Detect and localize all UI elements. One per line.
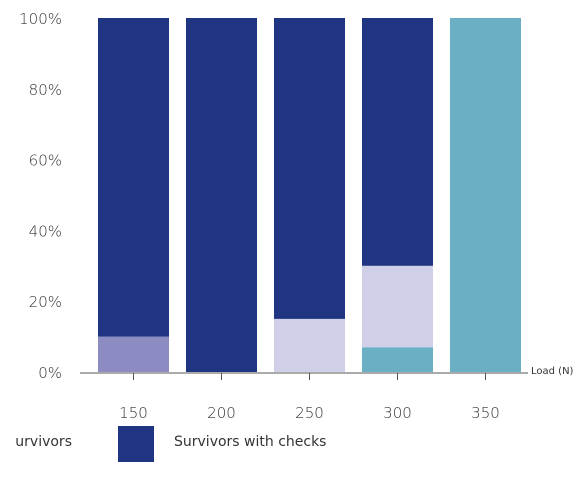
- x-tick-label: 200: [207, 404, 236, 422]
- x-tick-label: 300: [383, 404, 412, 422]
- bar-250-s4: [274, 18, 345, 319]
- bar-200-s4: [186, 18, 257, 372]
- bar-300-s4: [362, 18, 433, 266]
- y-tick-label: 20%: [29, 293, 62, 311]
- y-tick-label: 80%: [29, 81, 62, 99]
- x-tick-label: 350: [471, 404, 500, 422]
- bar-150-s2: [98, 336, 169, 372]
- y-tick-label: 40%: [29, 222, 62, 240]
- bar-250-s3: [274, 318, 345, 372]
- y-tick-label: 100%: [19, 10, 62, 28]
- x-axis-title: Load (N): [531, 366, 574, 377]
- y-axis: 0% 20% 40% 60% 80% 100%: [19, 10, 62, 382]
- x-tick-label: 250: [295, 404, 324, 422]
- x-tick-label: 150: [119, 404, 148, 422]
- y-tick-label: 60%: [29, 152, 62, 170]
- bar-350-s1: [450, 18, 521, 372]
- legend-label-1: Survivors with checks: [174, 434, 326, 450]
- legend-swatch-1: [118, 426, 154, 462]
- bar-300-s3: [362, 265, 433, 348]
- bars-group: [98, 18, 521, 372]
- legend-label-0: urvivors: [15, 434, 72, 450]
- bar-150-s4: [98, 18, 169, 337]
- x-axis: 150 200 250 300 350: [119, 373, 500, 422]
- y-tick-label: 0%: [38, 364, 62, 382]
- legend: urvivors Survivors with checks: [15, 426, 326, 462]
- bar-300-s1: [362, 347, 433, 372]
